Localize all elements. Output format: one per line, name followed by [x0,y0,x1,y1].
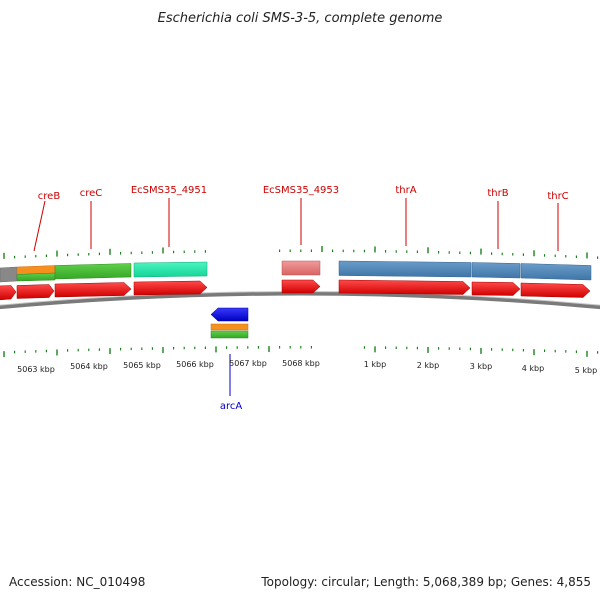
cds-arrow[interactable] [520,282,591,298]
cds-forward-track [0,279,591,301]
gene-label-arca[interactable]: arcA [220,401,243,412]
gene-label-thra[interactable]: thrA [395,185,416,196]
gene-label-ecsms35-4953[interactable]: EcSMS35_4953 [263,185,339,196]
tick-label: 5064 kbp [70,362,108,371]
feature-steelblue[interactable] [471,262,521,279]
cds-arrow[interactable] [281,279,321,294]
cds-arrow[interactable] [16,284,55,299]
feature-green[interactable] [16,272,56,282]
tick-label: 5 kbp [575,366,597,375]
cds-arrow[interactable] [471,281,521,296]
map-title: Escherichia coli SMS-3-5, complete genom… [158,11,443,26]
gene-label-thrb[interactable]: thrB [487,188,508,199]
feature-green[interactable] [54,263,132,280]
feature-steelblue[interactable] [338,260,472,278]
feature-aqua[interactable] [133,261,208,278]
genome-summary-text: Topology: circular; Length: 5,068,389 bp… [260,575,591,589]
genome-backbone [0,291,600,310]
gene-label-thrc[interactable]: thrC [547,191,568,202]
accession-text: Accession: NC_010498 [9,575,145,589]
cds-arrow[interactable] [338,279,471,295]
tick-label: 1 kbp [364,360,386,369]
cds-arrow[interactable] [0,285,17,301]
tick-label: 3 kbp [470,362,492,371]
feature-pink[interactable] [281,260,321,276]
feature-orange[interactable] [210,323,249,331]
inner-tick-marks [3,346,599,358]
tick-label: 5066 kbp [176,360,214,369]
tick-label: 2 kbp [417,361,439,370]
tick-label: 5068 kbp [282,359,320,368]
cds-arrow[interactable] [133,280,208,296]
outer-tick-marks [3,246,599,259]
feature-steelblue[interactable] [520,263,592,281]
feature-gray[interactable] [0,266,18,283]
tick-label: 4 kbp [522,364,544,373]
cds-reverse-track [210,307,249,339]
label-leader [33,200,46,252]
gene-label-crec[interactable]: creC [80,188,103,199]
tick-label: 5067 kbp [229,359,267,368]
feature-green[interactable] [210,330,249,339]
tick-labels: 5063 kbp 5064 kbp 5065 kbp 5066 kbp 5067… [17,359,597,375]
feature-track [0,260,592,283]
cds-arrow-reverse[interactable] [210,307,249,322]
gene-labels: creB creC EcSMS35_4951 EcSMS35_4953 thrA… [33,185,569,412]
tick-label: 5063 kbp [17,365,55,374]
cds-arrow[interactable] [54,282,132,298]
tick-label: 5065 kbp [123,361,161,370]
gene-label-creb[interactable]: creB [38,191,61,202]
gene-label-ecsms35-4951[interactable]: EcSMS35_4951 [131,185,207,196]
